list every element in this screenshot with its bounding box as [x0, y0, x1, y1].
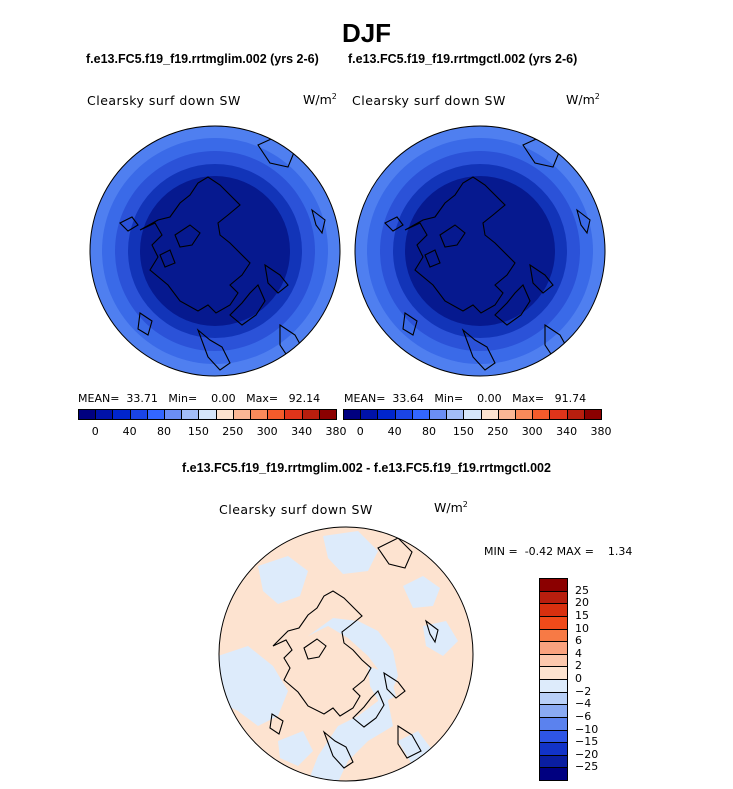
colorbar-tick-label: −20 — [575, 747, 599, 761]
colorbar-swatch — [411, 409, 430, 420]
colorbar-swatch — [284, 409, 303, 420]
colorbar-swatch — [215, 409, 234, 420]
colorbar-swatch — [267, 409, 286, 420]
panel-left-colorbar — [78, 409, 337, 421]
colorbar-swatch — [539, 754, 568, 769]
colorbar-tick-label: −10 — [575, 722, 599, 736]
panel-left-stats: MEAN= 33.71 Min= 0.00 Max= 92.14 — [78, 392, 321, 405]
colorbar-tick-label: 0 — [575, 672, 582, 685]
colorbar-swatch — [250, 409, 269, 420]
colorbar-tick-label: 10 — [575, 621, 589, 635]
colorbar-tick-label: 15 — [575, 608, 589, 622]
colorbar-swatch — [539, 628, 568, 643]
colorbar-tick-label: −4 — [575, 697, 592, 711]
colorbar-tick-label: 0 — [91, 425, 99, 438]
colorbar-tick-label: 40 — [387, 425, 402, 438]
colorbar-swatch — [539, 704, 568, 718]
colorbar-swatch — [539, 729, 568, 744]
colorbar-swatch — [318, 409, 337, 420]
colorbar-swatch — [539, 666, 568, 680]
colorbar-swatch — [515, 409, 534, 420]
difference-colorbar — [539, 578, 568, 781]
colorbar-swatch — [377, 409, 396, 420]
colorbar-swatch — [539, 679, 568, 693]
colorbar-tick-label: 380 — [590, 425, 612, 438]
colorbar-swatch — [539, 653, 568, 668]
colorbar-swatch — [164, 409, 183, 420]
colorbar-tick-label: 0 — [356, 425, 364, 438]
colorbar-swatch — [566, 409, 585, 420]
colorbar-swatch — [301, 409, 320, 420]
panel-left-colorbar-ticks: 0 40 80 150 250 300 340 380 — [78, 425, 347, 439]
colorbar-tick-label: 150 — [452, 425, 474, 438]
colorbar-tick-label: 2 — [575, 659, 582, 673]
colorbar-swatch — [198, 409, 217, 420]
difference-polar-map — [218, 526, 474, 782]
colorbar-swatch — [446, 409, 465, 420]
colorbar-swatch — [532, 409, 551, 420]
colorbar-tick-label: 250 — [487, 425, 509, 438]
panel-left-polar-map — [89, 125, 341, 377]
colorbar-tick-label: 300 — [256, 425, 278, 438]
colorbar-swatch — [549, 409, 568, 420]
colorbar-tick-label: −2 — [575, 684, 592, 698]
colorbar-swatch — [78, 409, 97, 420]
panel-right-colorbar-ticks: 0 40 80 150 250 300 340 380 — [343, 425, 612, 439]
colorbar-tick-label: −15 — [575, 735, 599, 749]
colorbar-swatch — [146, 409, 165, 420]
colorbar-tick-label: 40 — [122, 425, 137, 438]
colorbar-swatch — [539, 603, 568, 617]
colorbar-swatch — [539, 641, 568, 655]
panel-right-field-label: Clearsky surf down SW — [352, 93, 506, 108]
colorbar-tick-label: 250 — [222, 425, 244, 438]
colorbar-tick-label: 4 — [575, 646, 582, 660]
colorbar-swatch — [497, 409, 516, 420]
colorbar-swatch — [394, 409, 413, 420]
panel-right-stats: MEAN= 33.64 Min= 0.00 Max= 91.74 — [344, 392, 587, 405]
colorbar-swatch — [539, 590, 568, 605]
colorbar-swatch — [539, 767, 568, 781]
colorbar-tick-label: 150 — [187, 425, 209, 438]
difference-stats: MIN = -0.42 MAX = 1.34 — [484, 545, 633, 558]
panel-left-field-label: Clearsky surf down SW — [87, 93, 241, 108]
colorbar-tick-label: 80 — [422, 425, 436, 438]
colorbar-swatch — [343, 409, 362, 420]
difference-units: W/m2 — [434, 500, 468, 516]
colorbar-swatch — [360, 409, 379, 420]
colorbar-swatch — [480, 409, 499, 420]
colorbar-swatch — [181, 409, 200, 420]
colorbar-swatch — [429, 409, 448, 420]
panel-right-polar-map — [354, 125, 606, 377]
difference-field-label: Clearsky surf down SW — [219, 502, 373, 517]
colorbar-tick-label: 340 — [556, 425, 578, 438]
colorbar-tick-label: 340 — [291, 425, 313, 438]
panel-right-colorbar — [343, 409, 602, 421]
difference-title: f.e13.FC5.f19_f19.rrtmglim.002 - f.e13.F… — [182, 461, 551, 475]
colorbar-tick-label: −25 — [575, 760, 599, 774]
colorbar-tick-label: 6 — [575, 634, 582, 648]
colorbar-swatch — [129, 409, 148, 420]
colorbar-swatch — [539, 578, 568, 592]
panel-right-units: W/m2 — [566, 92, 600, 108]
colorbar-swatch — [539, 615, 568, 630]
figure-title: DJF — [341, 18, 392, 48]
panel-left-units: W/m2 — [303, 92, 337, 108]
panel-left-run-title: f.e13.FC5.f19_f19.rrtmglim.002 (yrs 2-6) — [86, 52, 319, 66]
colorbar-swatch — [539, 716, 568, 731]
colorbar-swatch — [583, 409, 602, 420]
panel-right-run-title: f.e13.FC5.f19_f19.rrtmgctl.002 (yrs 2-6) — [348, 52, 578, 66]
difference-colorbar-ticks: 25 20 15 10 6 4 2 0 −2 −4 −6 −10 −15 −20 −25 — [572, 578, 612, 780]
colorbar-swatch — [112, 409, 131, 420]
colorbar-tick-label: 20 — [575, 596, 589, 610]
colorbar-swatch — [539, 742, 568, 756]
colorbar-swatch — [95, 409, 114, 420]
colorbar-tick-label: −6 — [575, 709, 592, 723]
colorbar-tick-label: 300 — [521, 425, 543, 438]
colorbar-tick-label: 80 — [157, 425, 171, 438]
colorbar-tick-label: 380 — [325, 425, 347, 438]
colorbar-swatch — [232, 409, 251, 420]
colorbar-swatch — [539, 691, 568, 706]
colorbar-tick-label: 25 — [575, 583, 589, 597]
colorbar-swatch — [463, 409, 482, 420]
